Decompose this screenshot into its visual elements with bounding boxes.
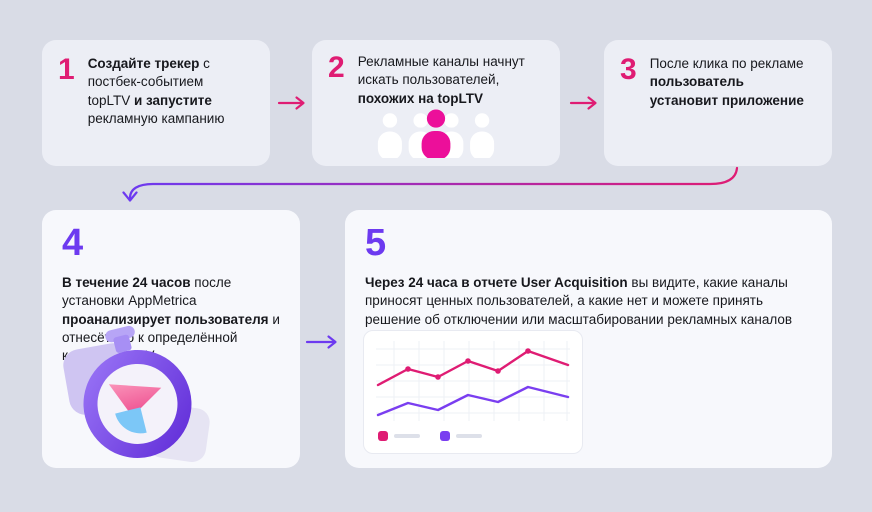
- arrow-right-icon: [305, 335, 337, 349]
- step-1-number: 1: [58, 53, 75, 86]
- step-3-text: После клика по рекламе пользователь уста…: [649, 56, 804, 108]
- step-1-card: 1 Создайте трекер с постбек-событием top…: [42, 40, 270, 166]
- stopwatch-illustration: [63, 325, 210, 462]
- line-chart-icon: [376, 341, 570, 441]
- step-3-number: 3: [620, 53, 637, 86]
- users-group-icon: [377, 109, 495, 158]
- step-2-card: 2 Рекламные каналы начнут искать пользов…: [312, 40, 560, 166]
- step-2-text: Рекламные каналы начнут искать пользоват…: [357, 54, 525, 106]
- step-5-number: 5: [365, 222, 387, 264]
- step-4-card: 4 В течение 24 часов после установки App…: [42, 210, 300, 468]
- step-3-card: 3 После клика по рекламе пользователь ус…: [604, 40, 832, 166]
- step-5-card: 5 Через 24 часа в отчете User Acquisitio…: [345, 210, 832, 468]
- line-chart-illustration: [363, 330, 583, 454]
- step-1-text: Создайте трекер с постбек-событием topLT…: [87, 56, 225, 127]
- step-4-number: 4: [62, 222, 84, 264]
- step-2-number: 2: [328, 51, 345, 84]
- step-5-text: Через 24 часа в отчете User Acquisition …: [365, 275, 793, 327]
- arrow-right-icon: [277, 96, 305, 110]
- arrow-right-icon: [569, 96, 597, 110]
